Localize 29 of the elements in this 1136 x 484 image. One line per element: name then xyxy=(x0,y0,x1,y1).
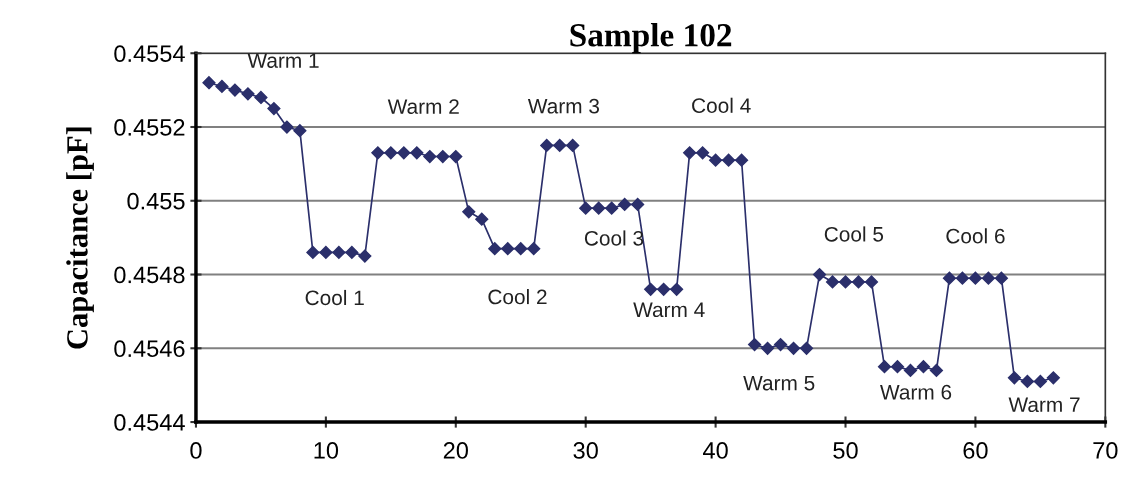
y-tick-label: 0.4554 xyxy=(114,45,185,63)
annotation: Warm 3 xyxy=(527,98,600,114)
annotation: Warm 1 xyxy=(247,53,319,68)
annotation: Cool 6 xyxy=(946,228,1005,244)
x-tick-label: 0 xyxy=(190,442,202,459)
x-tick-label: 50 xyxy=(833,442,858,459)
y-tick-label: 0.4546 xyxy=(114,340,185,358)
annotation: Warm 6 xyxy=(880,384,952,400)
y-tick-label: 0.4548 xyxy=(114,266,185,284)
annotation: Cool 3 xyxy=(584,230,644,246)
x-tick-label: 20 xyxy=(443,442,468,459)
annotation: Warm 2 xyxy=(387,99,459,114)
annotation: Warm 5 xyxy=(743,375,815,391)
y-axis-title: Capacitance [pF] xyxy=(66,127,94,349)
x-tick-label: 40 xyxy=(703,442,728,459)
chart-title: Sample 102 xyxy=(570,23,732,54)
annotation: Warm 4 xyxy=(633,302,705,318)
x-tick-label: 60 xyxy=(963,442,988,459)
annotation: Cool 5 xyxy=(824,226,884,242)
annotation: Cool 2 xyxy=(488,289,547,305)
x-tick-label: 70 xyxy=(1093,442,1118,459)
y-tick-label: 0.455 xyxy=(127,192,185,210)
y-tick-label: 0.4544 xyxy=(114,414,185,431)
annotation: Warm 7 xyxy=(1008,397,1080,413)
y-tick-label: 0.4552 xyxy=(114,119,185,136)
annotation: Cool 4 xyxy=(692,97,751,114)
x-tick-label: 30 xyxy=(573,442,598,459)
x-tick-label: 10 xyxy=(314,442,339,459)
annotation: Cool 1 xyxy=(305,289,364,306)
